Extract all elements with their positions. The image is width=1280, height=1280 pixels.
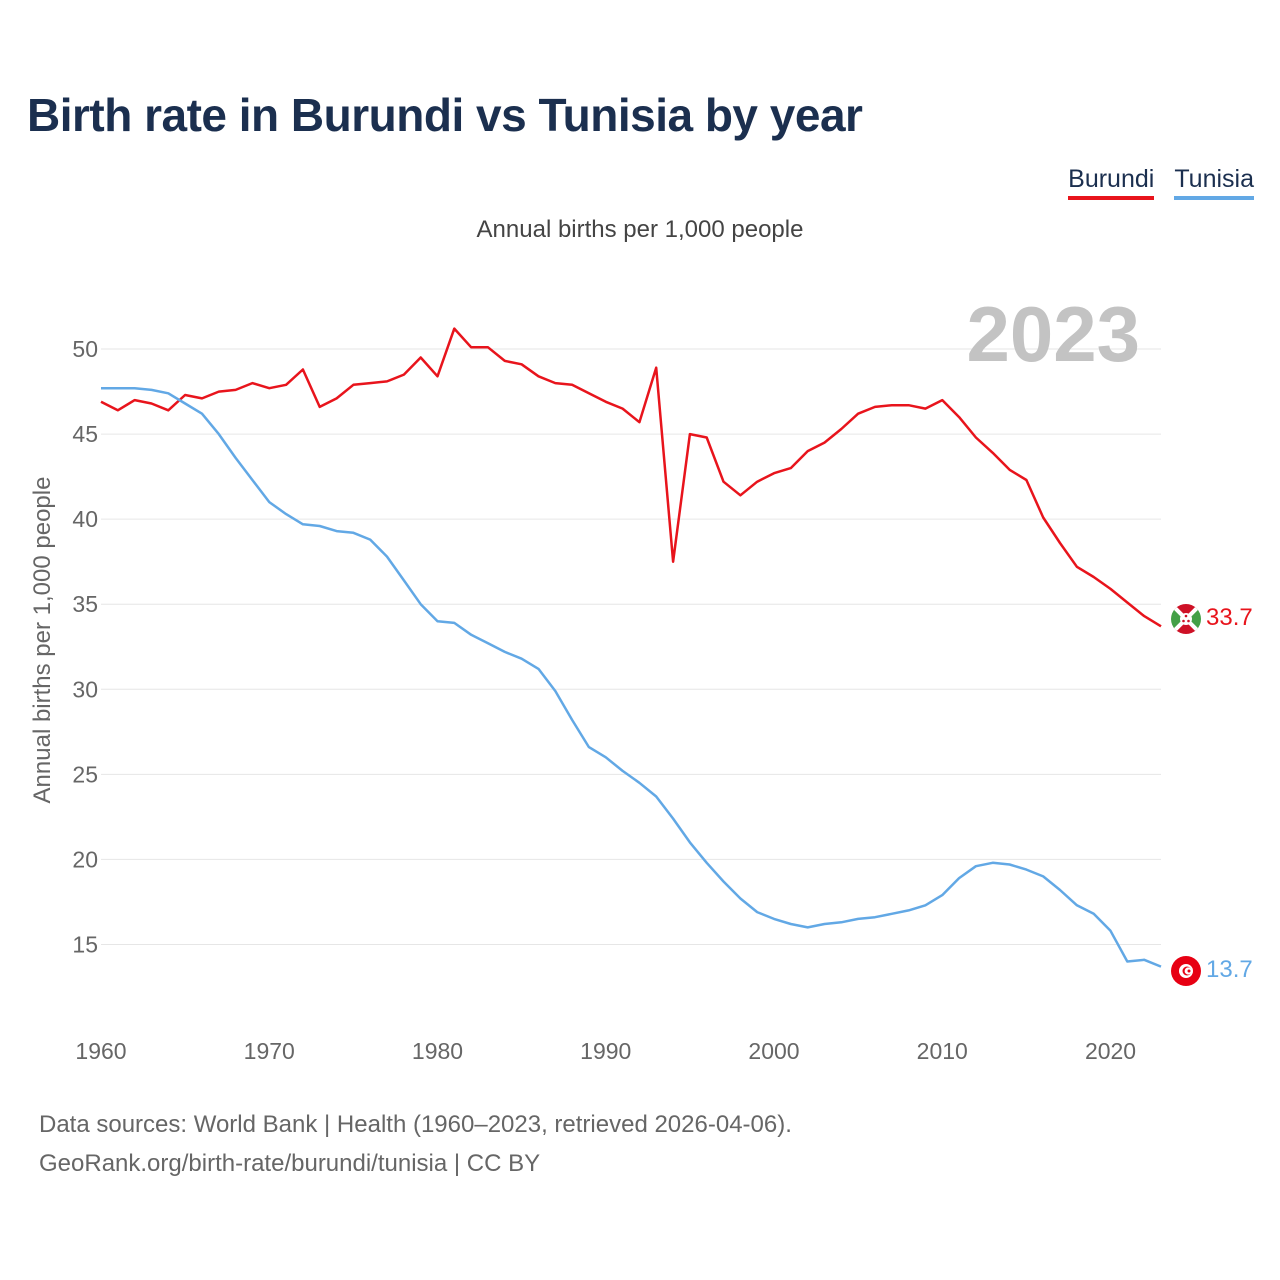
grid-lines bbox=[101, 348, 1161, 945]
y-tick-label: 30 bbox=[72, 676, 98, 702]
year-watermark: 2023 bbox=[966, 290, 1140, 378]
x-tick-label: 1990 bbox=[580, 1038, 631, 1064]
y-axis-label: Annual births per 1,000 people bbox=[29, 477, 56, 804]
x-tick-label: 2020 bbox=[1085, 1038, 1136, 1064]
burundi-flag-icon bbox=[1171, 604, 1201, 634]
y-tick-label: 45 bbox=[72, 421, 98, 447]
x-axis-ticks: 1960 1970 1980 1990 2000 2010 2020 bbox=[75, 1038, 1136, 1064]
chart-subtitle: Annual births per 1,000 people bbox=[476, 216, 804, 243]
footer: Data sources: World Bank | Health (1960–… bbox=[39, 1105, 792, 1183]
y-tick-label: 20 bbox=[72, 846, 98, 872]
y-tick-label: 50 bbox=[72, 336, 98, 362]
y-tick-label: 25 bbox=[72, 761, 98, 787]
source-url-license: GeoRank.org/birth-rate/burundi/tunisia |… bbox=[39, 1150, 541, 1177]
series-line-tunisia bbox=[101, 386, 1162, 968]
x-tick-label: 1970 bbox=[244, 1038, 295, 1064]
legend-item-burundi[interactable]: Burundi bbox=[1068, 165, 1155, 200]
y-tick-label: 35 bbox=[72, 591, 98, 617]
x-tick-label: 1960 bbox=[75, 1038, 126, 1064]
data-source-note: Data sources: World Bank | Health (1960–… bbox=[39, 1111, 792, 1138]
y-tick-label: 40 bbox=[72, 506, 98, 532]
x-tick-label: 2010 bbox=[917, 1038, 968, 1064]
tunisia-flag-icon bbox=[1171, 956, 1201, 986]
x-tick-label: 2000 bbox=[748, 1038, 799, 1064]
y-axis-ticks: 15 20 25 30 35 40 45 50 bbox=[72, 336, 98, 957]
series-lines bbox=[100, 327, 1162, 968]
legend-item-tunisia[interactable]: Tunisia bbox=[1174, 165, 1254, 200]
page-title: Birth rate in Burundi vs Tunisia by year bbox=[27, 89, 863, 141]
legend: Burundi Tunisia bbox=[1068, 165, 1254, 200]
x-tick-label: 1980 bbox=[412, 1038, 463, 1064]
tunisia-end-value: 13.7 bbox=[1206, 956, 1253, 983]
burundi-end-value: 33.7 bbox=[1206, 604, 1253, 631]
series-line-burundi bbox=[100, 327, 1162, 628]
y-tick-label: 15 bbox=[72, 931, 98, 957]
